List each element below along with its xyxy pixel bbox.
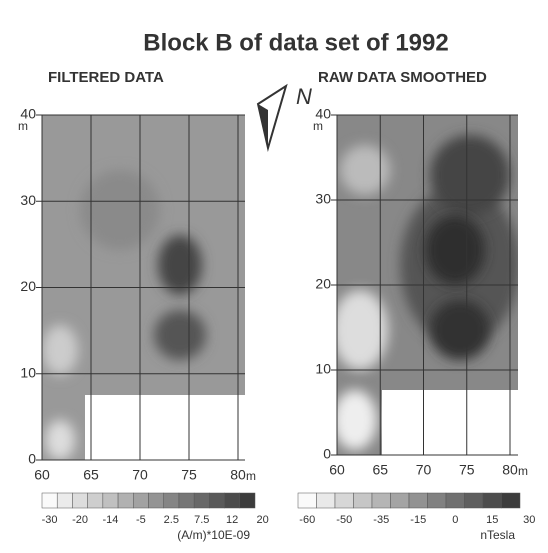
- x-tick-label: 70: [132, 467, 148, 483]
- colorbar-label: 20: [256, 514, 268, 526]
- colorbar-label: -5: [136, 514, 146, 526]
- colorbar-cell: [334, 492, 354, 509]
- y-unit: m: [313, 119, 323, 133]
- colorbar-label: -35: [373, 514, 389, 526]
- y-tick-label: 40: [315, 106, 331, 122]
- colorbar-cell: [297, 492, 317, 509]
- colorbar-cell: [117, 492, 134, 509]
- colorbar-label: 2.5: [164, 514, 179, 526]
- y-tick-label: 30: [315, 191, 331, 207]
- y-tick-label: 10: [315, 361, 331, 377]
- colorbar-label: -15: [410, 514, 426, 526]
- colorbar-cell: [353, 492, 373, 509]
- colorbar-cell: [163, 492, 180, 509]
- y-tick-label: 30: [20, 192, 36, 208]
- colorbar-cell: [316, 492, 336, 509]
- colorbar-cell: [371, 492, 391, 509]
- y-tick-label: 20: [20, 278, 36, 294]
- x-tick-label: 65: [372, 462, 388, 478]
- colorbar-cell: [209, 492, 225, 509]
- contour-region: [42, 325, 78, 375]
- x-tick-label: 70: [416, 462, 432, 478]
- x-tick-label: 65: [83, 467, 99, 483]
- y-tick-label: 10: [20, 364, 36, 380]
- contour-region: [45, 420, 75, 460]
- colorbar-cell: [224, 492, 241, 509]
- colorbar-label: 7.5: [194, 514, 209, 526]
- colorbar-label: 0: [452, 514, 458, 526]
- x-unit: m: [518, 464, 528, 478]
- contour-region: [425, 215, 485, 285]
- panel-label: RAW DATA SMOOTHED: [318, 69, 487, 86]
- contour-region: [158, 235, 202, 295]
- colorbar-cell: [41, 492, 58, 509]
- colorbar-cell: [464, 492, 484, 509]
- colorbar-cell: [56, 492, 73, 509]
- colorbar-cell: [178, 492, 195, 509]
- colorbar-label: -50: [336, 514, 352, 526]
- contour-region: [337, 390, 377, 450]
- x-tick-label: 60: [329, 462, 345, 478]
- y-unit: m: [18, 119, 28, 133]
- x-tick-label: 75: [459, 462, 475, 478]
- colorbar-unit: nTesla: [480, 528, 515, 542]
- x-tick-label: 75: [181, 467, 197, 483]
- title: Block B of data set of 1992: [143, 29, 448, 56]
- colorbar-cell: [239, 492, 256, 509]
- y-tick-label: 20: [315, 276, 331, 292]
- colorbar-cell: [148, 492, 164, 509]
- x-tick-label: 60: [34, 467, 50, 483]
- contour-region: [430, 135, 510, 215]
- colorbar-cell: [390, 492, 410, 509]
- colorbar-label: -60: [299, 514, 315, 526]
- contour-region: [337, 290, 388, 370]
- x-tick-label: 80: [230, 467, 246, 483]
- colorbar-label: -30: [42, 514, 58, 526]
- north-label: N: [296, 84, 312, 109]
- colorbar-cell: [445, 492, 465, 509]
- x-tick-label: 80: [502, 462, 518, 478]
- colorbar-label: -20: [72, 514, 88, 526]
- y-tick-label: 0: [28, 451, 36, 467]
- colorbar-cell: [501, 492, 521, 509]
- colorbar-cell: [72, 492, 88, 509]
- contour-region: [154, 310, 206, 360]
- colorbar-cell: [133, 492, 149, 509]
- colorbar-cell: [427, 492, 447, 509]
- contour-region: [340, 145, 390, 195]
- colorbar-label: 30: [523, 514, 535, 526]
- colorbar-label: 15: [486, 514, 498, 526]
- colorbar-cell: [102, 492, 119, 509]
- colorbar-label: -14: [103, 514, 119, 526]
- colorbar-cell: [193, 492, 210, 509]
- colorbar-cell: [87, 492, 104, 509]
- colorbar-unit: (A/m)*10E-09: [177, 528, 250, 542]
- x-unit: m: [246, 469, 256, 483]
- north-arrow: N: [256, 83, 312, 152]
- panel-label: FILTERED DATA: [48, 69, 164, 86]
- y-tick-label: 40: [20, 106, 36, 122]
- colorbar-cell: [408, 492, 428, 509]
- contour-region: [80, 170, 160, 250]
- contour-region: [430, 300, 490, 360]
- y-tick-label: 0: [323, 446, 331, 462]
- colorbar-cell: [482, 492, 502, 509]
- colorbar-label: 12: [226, 514, 238, 526]
